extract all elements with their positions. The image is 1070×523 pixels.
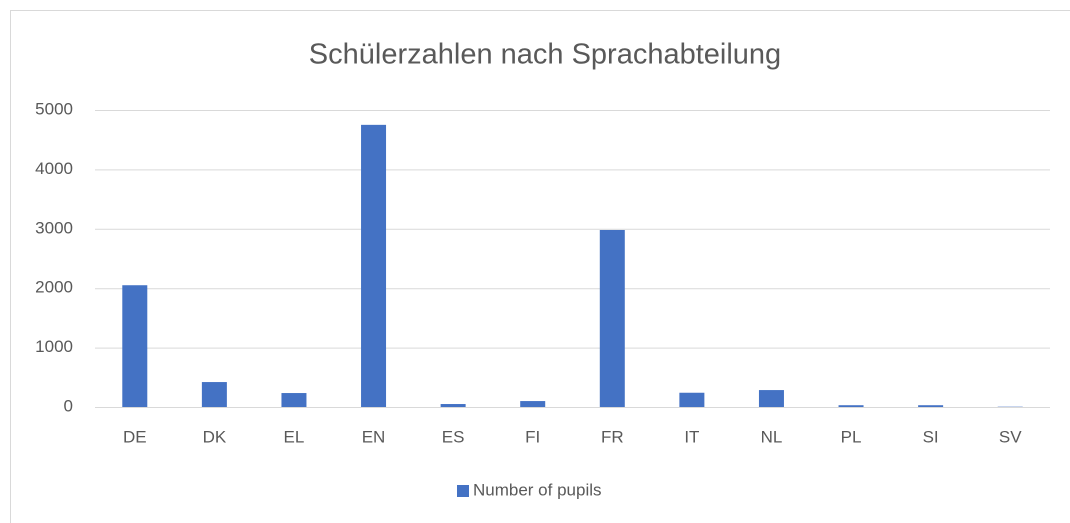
- x-tick-label: FR: [601, 427, 624, 446]
- chart-title: Schülerzahlen nach Sprachabteilung: [309, 39, 781, 71]
- x-tick-label: SI: [923, 427, 939, 446]
- bar: [361, 124, 387, 407]
- x-tick-label: ES: [442, 427, 465, 446]
- bar: [679, 392, 705, 407]
- bar: [599, 229, 625, 407]
- bar: [440, 404, 466, 407]
- bar: [281, 393, 307, 407]
- x-tick-label: NL: [761, 427, 783, 446]
- x-tick-label: DE: [123, 427, 147, 446]
- y-tick-label: 0: [64, 396, 73, 415]
- bar: [201, 382, 227, 407]
- bar: [758, 390, 784, 407]
- x-tick-label: FI: [525, 427, 540, 446]
- x-tick-label: SV: [999, 427, 1022, 446]
- x-tick-label: EN: [362, 427, 386, 446]
- bar: [122, 285, 148, 407]
- y-tick-label: 5000: [35, 99, 73, 118]
- y-tick-label: 1000: [35, 337, 73, 356]
- y-tick-label: 2000: [35, 278, 73, 297]
- legend-swatch: [457, 485, 469, 497]
- bar: [918, 405, 944, 407]
- x-tick-label: DK: [203, 427, 227, 446]
- legend-label: Number of pupils: [473, 480, 602, 499]
- x-tick-label: PL: [841, 427, 862, 446]
- bar: [838, 405, 864, 407]
- x-tick-label: IT: [684, 427, 699, 446]
- bar: [520, 401, 546, 407]
- chart-border: [10, 10, 1070, 523]
- x-tick-label: EL: [284, 427, 305, 446]
- y-tick-label: 3000: [35, 218, 73, 237]
- y-tick-label: 4000: [35, 159, 73, 178]
